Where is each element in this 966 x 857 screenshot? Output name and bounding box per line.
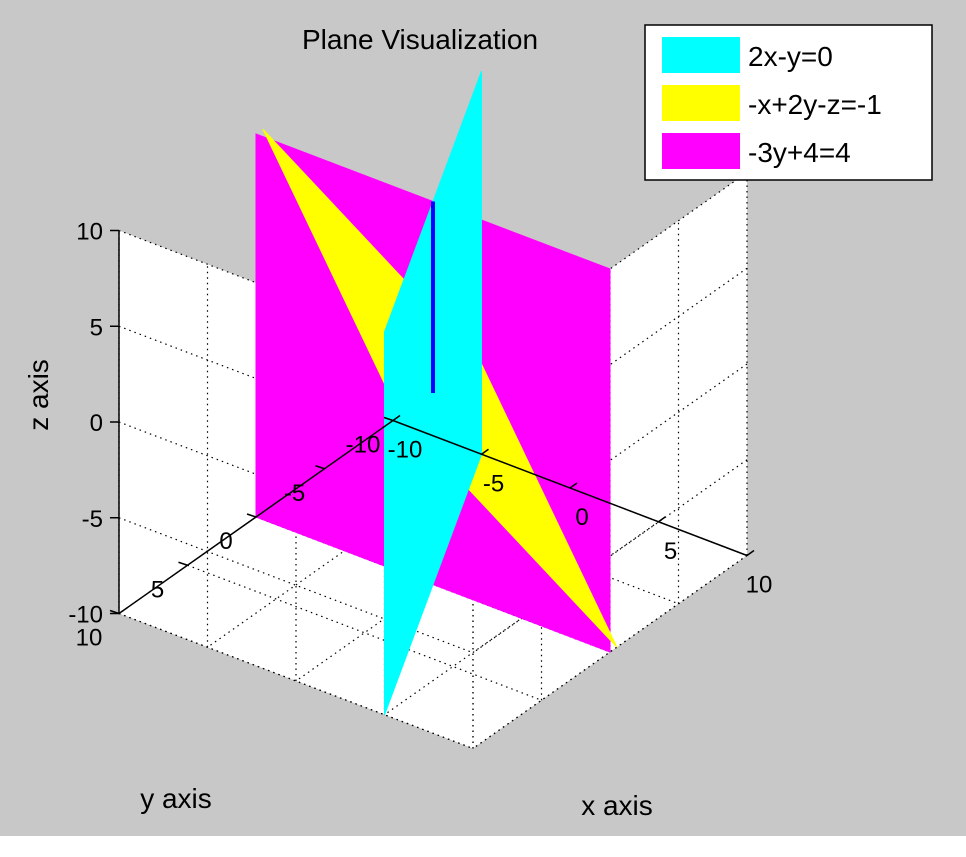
y-tick-label: -10 bbox=[346, 432, 381, 459]
x-tick-label: 0 bbox=[575, 504, 588, 531]
y-tick-labels: -10 -5 0 5 10 bbox=[76, 432, 381, 652]
y-tick-label: 10 bbox=[76, 625, 103, 652]
bottom-margin bbox=[0, 836, 966, 852]
x-tick-mark bbox=[746, 549, 755, 557]
chart-title: Plane Visualization bbox=[302, 24, 538, 55]
z-tick-label: -5 bbox=[82, 506, 103, 533]
grid-line bbox=[384, 521, 659, 716]
legend-label: -3y+4=4 bbox=[748, 137, 851, 168]
y-tick-mark bbox=[383, 416, 394, 422]
y-tick-label: -5 bbox=[284, 480, 305, 507]
x-axis-label: x axis bbox=[581, 790, 653, 821]
grid-line bbox=[472, 267, 748, 462]
z-tick-label: 5 bbox=[90, 314, 103, 341]
legend-swatch bbox=[662, 133, 740, 169]
axes-frame bbox=[109, 229, 755, 615]
legend-label: -x+2y-z=-1 bbox=[748, 89, 882, 120]
x-tick-mark bbox=[481, 448, 489, 455]
z-tick-label: 0 bbox=[90, 410, 103, 437]
x-tick-label: 10 bbox=[746, 572, 773, 599]
x-tick-mark bbox=[569, 482, 578, 489]
z-tick-label: -10 bbox=[68, 602, 103, 629]
x-tick-label: 5 bbox=[664, 538, 677, 565]
y-tick-label: 5 bbox=[151, 576, 164, 603]
legend-swatch bbox=[662, 85, 740, 121]
x-tick-label: -5 bbox=[483, 470, 504, 497]
grid-line bbox=[472, 172, 748, 366]
y-tick-mark bbox=[315, 465, 325, 470]
plane-1 bbox=[384, 71, 482, 715]
z-axis-label: z axis bbox=[23, 359, 54, 431]
x-tick-labels: -10 -5 0 5 10 bbox=[388, 437, 773, 599]
grid-line bbox=[472, 555, 748, 749]
x-tick-label: -10 bbox=[388, 437, 423, 464]
x-tick-mark bbox=[658, 516, 666, 523]
grid-line bbox=[472, 459, 748, 654]
y-tick-mark bbox=[178, 561, 188, 566]
legend-swatch bbox=[662, 37, 740, 73]
legend-label: 2x-y=0 bbox=[748, 41, 833, 72]
y-tick-label: 0 bbox=[219, 528, 232, 555]
legend: 2x-y=0 -x+2y-z=-1 -3y+4=4 bbox=[644, 24, 933, 181]
z-tick-labels: -10 -5 0 5 10 bbox=[68, 219, 103, 629]
grid-line bbox=[472, 363, 748, 558]
y-axis-label: y axis bbox=[140, 783, 212, 814]
y-tick-mark bbox=[246, 513, 257, 518]
z-tick-label: 10 bbox=[76, 219, 103, 246]
x-tick-mark bbox=[392, 414, 401, 422]
